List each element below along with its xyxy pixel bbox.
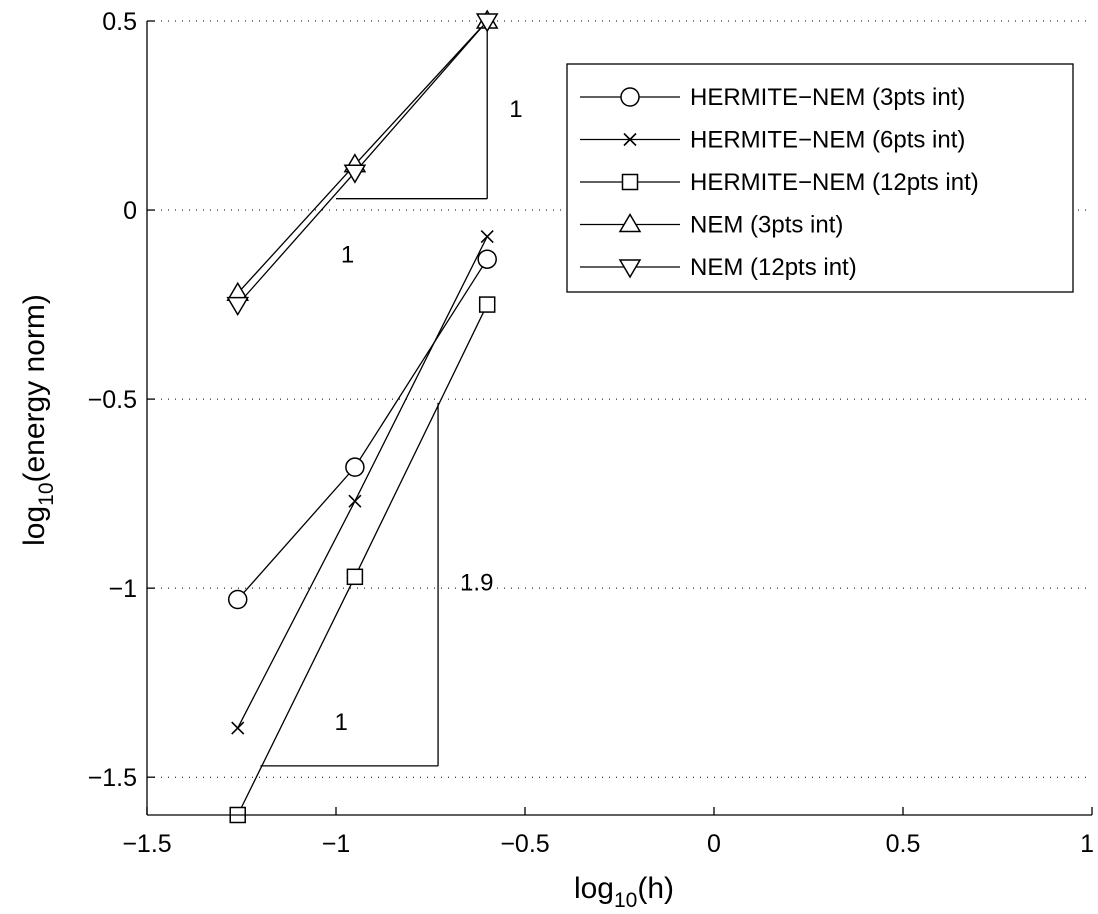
data-point-circle: [227, 589, 248, 610]
slope-label-vertical: 1: [509, 96, 522, 123]
y-tick-label: 0: [123, 197, 137, 225]
series-3: [229, 296, 496, 824]
legend-label: HERMITE−NEM (6pts int): [690, 127, 965, 154]
legend-marker-x: [623, 132, 637, 147]
x-tick-label: −1: [322, 830, 351, 858]
slope-label-horizontal: 1: [335, 709, 348, 736]
legend-item: HERMITE−NEM (6pts int): [580, 127, 965, 154]
legend-item: HERMITE−NEM (3pts int): [580, 84, 965, 111]
legend-marker-square: [621, 173, 639, 191]
y-tick-label: 0.5: [102, 8, 137, 36]
data-point-triangle-down: [226, 296, 250, 317]
x-axis-label: log10(h): [574, 872, 674, 912]
series-5: [226, 13, 499, 317]
x-tick-label: −0.5: [500, 830, 549, 858]
series-line: [237, 20, 488, 306]
legend-marker-triangle-up: [618, 213, 642, 233]
data-point-square: [478, 296, 496, 313]
x-tick-label: 0.5: [886, 830, 921, 858]
legend-label: NEM (12pts int): [690, 254, 857, 281]
data-point-x: [348, 494, 362, 508]
legend-item: HERMITE−NEM (12pts int): [580, 169, 979, 196]
series-lines: [226, 9, 499, 824]
series-1: [227, 249, 497, 610]
y-axis-label: log10(energy norm): [18, 294, 58, 546]
y-tick-label: −1.5: [88, 764, 137, 792]
legend-label: NEM (3pts int): [690, 212, 843, 239]
legend-label: HERMITE−NEM (12pts int): [690, 169, 979, 196]
data-point-triangle-down: [475, 13, 499, 33]
series-line: [237, 20, 488, 294]
slope-triangles: 111.91: [260, 21, 523, 767]
data-point-triangle-down: [343, 164, 367, 184]
legend-marker-circle: [620, 87, 640, 107]
legend-item: NEM (12pts int): [580, 254, 857, 281]
tick-labels: −1.5 −1 −0.5 0 0.5 1 −1.5 −1 −0.5 0 0.5: [88, 8, 1094, 858]
data-point-square: [346, 568, 364, 586]
x-tick-label: 1: [1080, 830, 1094, 858]
series-4: [226, 9, 499, 301]
legend-item: NEM (3pts int): [580, 212, 843, 239]
axes: [146, 20, 1093, 816]
y-tick-label: −0.5: [88, 386, 137, 414]
data-point-x: [480, 229, 494, 244]
data-point-circle: [477, 249, 497, 269]
x-tick-label: −1.5: [122, 830, 171, 858]
legend: HERMITE−NEM (3pts int) HERMITE−NEM (6pts …: [566, 63, 1074, 293]
legend-box: [566, 63, 1074, 293]
legend-label: HERMITE−NEM (3pts int): [690, 84, 965, 111]
series-line: [237, 304, 488, 816]
slope-label-horizontal: 1: [341, 242, 354, 269]
series-line: [237, 236, 488, 729]
legend-marker-triangle-down: [618, 259, 642, 279]
data-point-x: [231, 721, 245, 735]
slope-label-vertical: 1.9: [460, 569, 493, 596]
y-tick-label: −1: [108, 575, 137, 603]
series-2: [231, 229, 494, 735]
data-point-circle: [345, 457, 365, 477]
x-tick-label: 0: [707, 830, 721, 858]
